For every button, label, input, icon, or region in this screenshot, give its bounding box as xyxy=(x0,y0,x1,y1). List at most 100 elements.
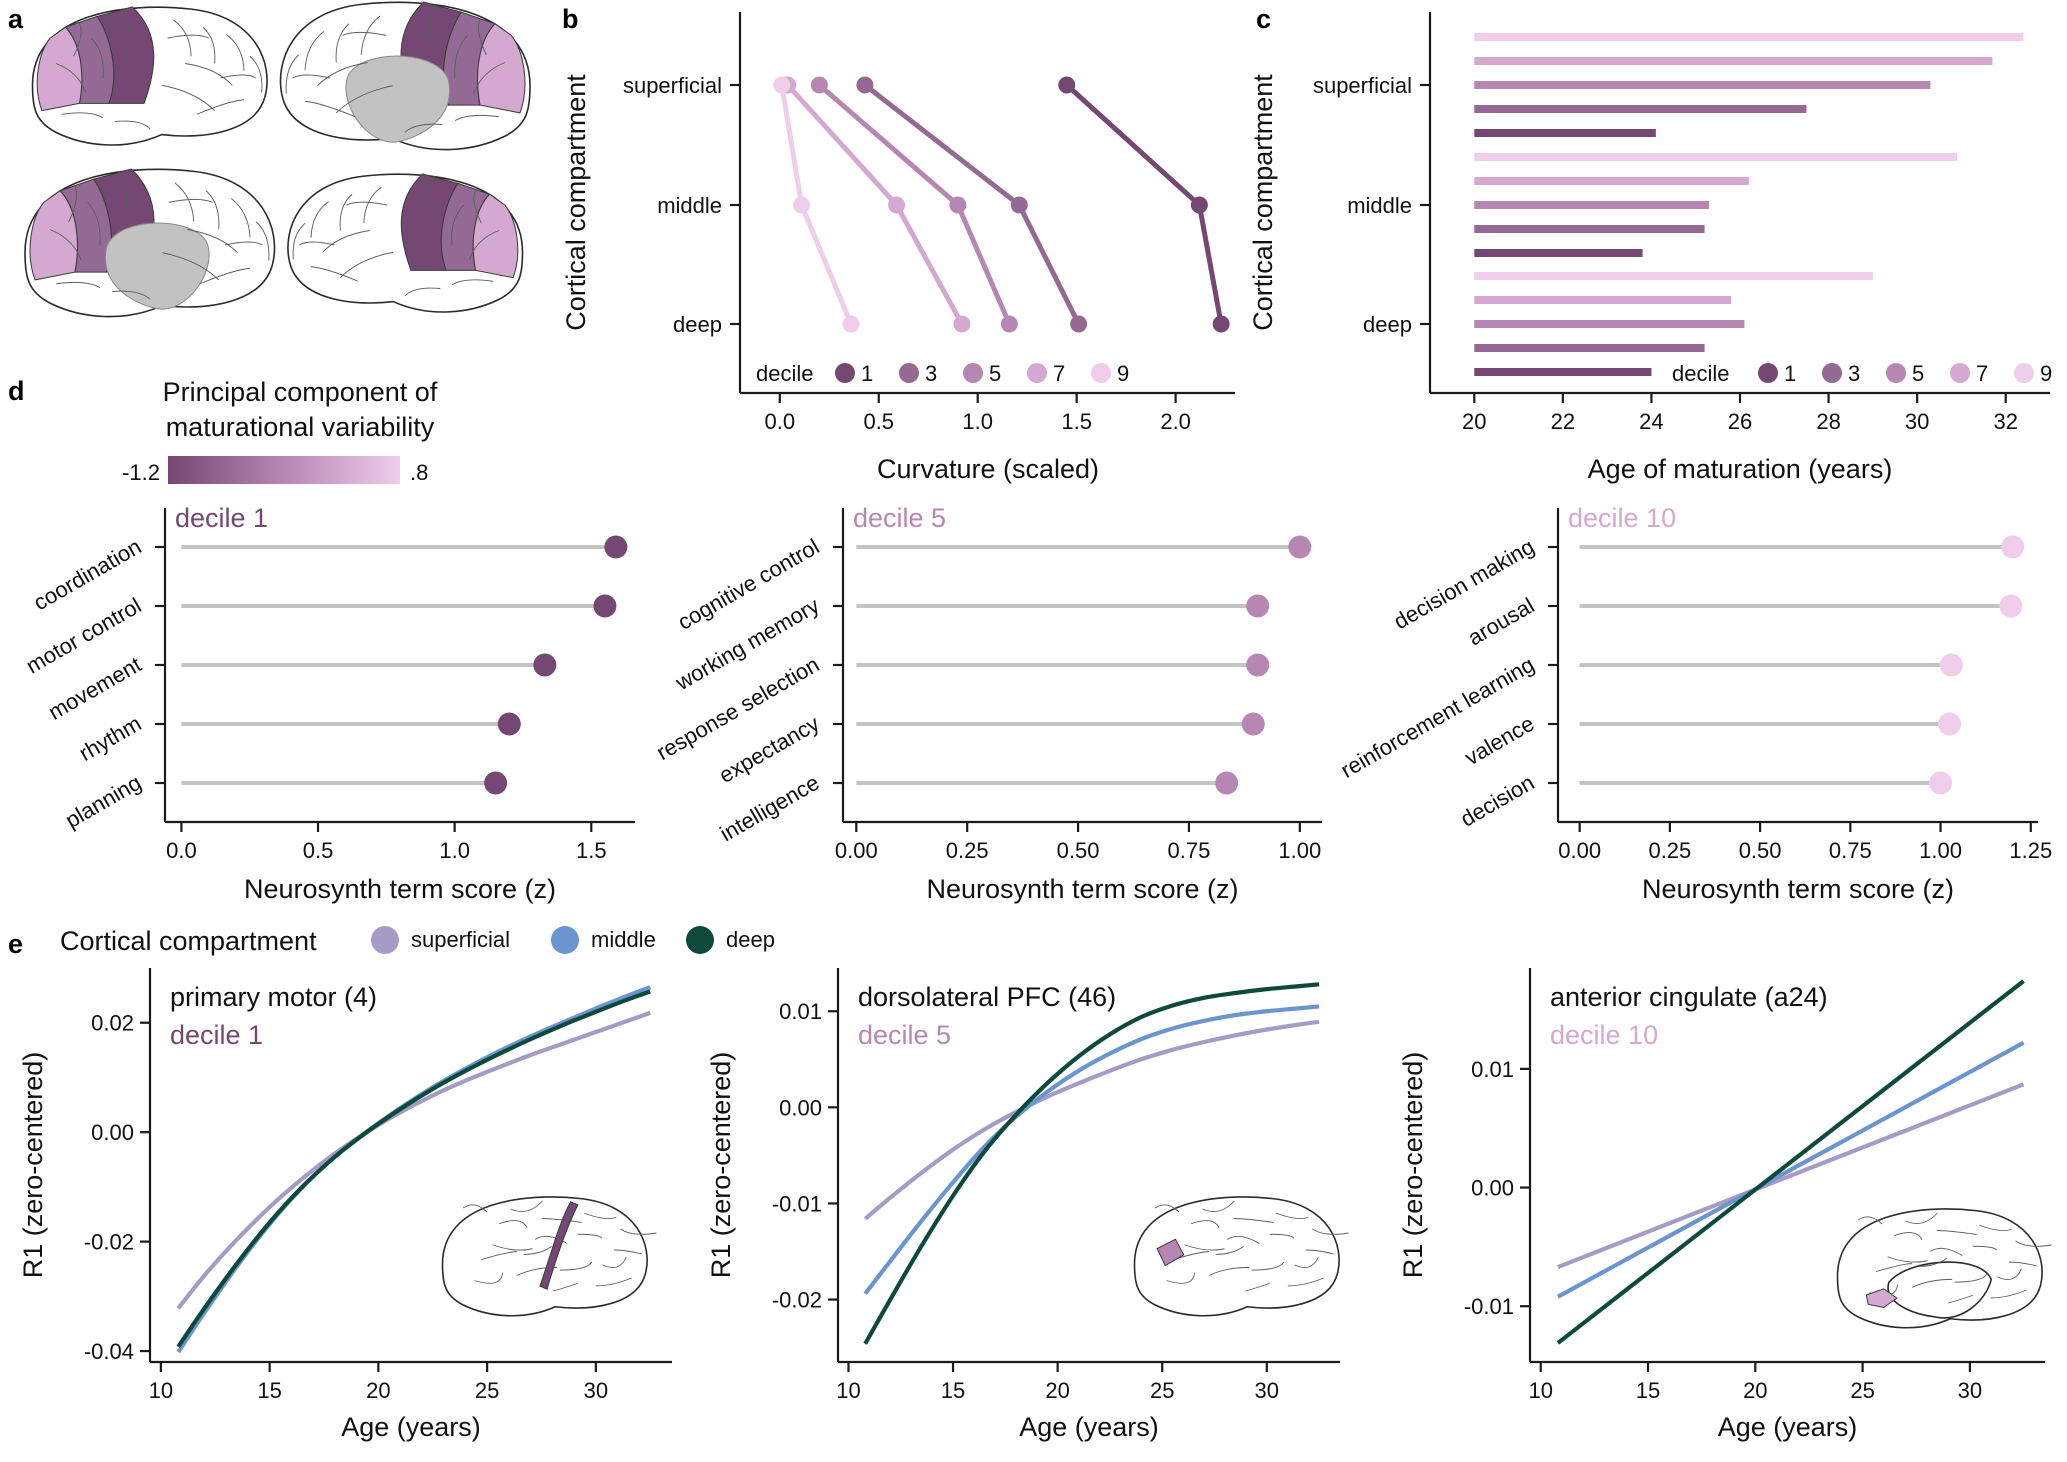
colorbar-title-line2: maturational variability xyxy=(166,412,435,442)
brain-parcel-border xyxy=(454,35,468,79)
brain-parcel-border xyxy=(285,54,300,94)
legend-marker-decile-9 xyxy=(1091,363,1111,383)
brain-parcel-border xyxy=(428,4,437,48)
bar-decile-7 xyxy=(1474,296,1732,304)
brain-parcel-border xyxy=(292,74,331,79)
colorbar xyxy=(168,456,400,484)
chart-d1: 0.0 0.5 1.0 1.5 Neurosynth term score (z) dec… xyxy=(22,503,635,904)
brain-parcel-border xyxy=(310,266,359,282)
data-point-decile-1 xyxy=(1212,315,1230,333)
inset-parcel-border xyxy=(2008,1261,2037,1267)
inset-parcel-border xyxy=(1287,1277,1325,1287)
x-axis-label: Neurosynth term score (z) xyxy=(926,874,1238,904)
chart-title: anterior cingulate (a24) xyxy=(1550,982,1828,1012)
term-label: decision xyxy=(1456,770,1538,832)
legend-label-decile-3: 3 xyxy=(1848,361,1860,386)
x-tick-label: 25 xyxy=(1150,1378,1174,1403)
lollipop-dot xyxy=(593,594,617,618)
lollipop-dot xyxy=(1288,535,1312,559)
term-label: planning xyxy=(61,770,146,833)
lollipop-dot xyxy=(1939,653,1963,677)
inset-parcel-border xyxy=(602,1256,627,1268)
data-point-decile-7 xyxy=(953,315,971,333)
chart-d5: 0.00 0.25 0.50 0.75 1.00 Neurosynth term scor… xyxy=(652,503,1322,904)
y-axis-label: Cortical compartment xyxy=(1248,74,1278,331)
legend-label-decile-3: 3 xyxy=(925,361,937,386)
brain-parcel-border xyxy=(167,34,209,39)
curve-middle xyxy=(1556,1040,2025,1299)
y-tick-label: 0.01 xyxy=(1471,1057,1514,1082)
inset-parcel-border xyxy=(553,1282,578,1292)
inset-parcel-border xyxy=(1893,1232,1923,1240)
legend-marker-decile-3 xyxy=(1822,363,1842,383)
legend-marker-decile-5 xyxy=(1886,363,1906,383)
y-tick-label: -0.02 xyxy=(84,1230,134,1255)
brain-parcel-border xyxy=(249,55,263,93)
legend-marker-superficial xyxy=(371,926,399,954)
x-tick-label: 15 xyxy=(1636,1378,1660,1403)
inset-parcel-border xyxy=(1948,1294,1973,1304)
brain-parcel-border xyxy=(317,62,368,87)
inset-parcel-border xyxy=(577,1233,603,1239)
y-tick-label: -0.02 xyxy=(772,1288,822,1313)
brain-parcel-border xyxy=(205,190,220,230)
brain-parcel-border xyxy=(304,31,325,71)
x-tick-label: 0.25 xyxy=(946,838,989,863)
plots: superficial middle deep 0.0 0.5 1.0 1.5 2.0 Curv… xyxy=(18,12,2052,1442)
brain-parcel-border xyxy=(451,279,494,286)
y-tick-label: 0.00 xyxy=(91,1120,134,1145)
legend-label-decile-5: 5 xyxy=(989,361,1001,386)
brain-region-decile-7 xyxy=(29,190,78,281)
chart-subtitle: decile 1 xyxy=(170,1020,263,1050)
data-point-decile-5 xyxy=(1000,315,1018,333)
inset-parcel-border xyxy=(1245,1282,1270,1292)
term-label: arousal xyxy=(1464,593,1539,651)
inset-parcel-border xyxy=(1294,1256,1319,1268)
term-label: reinforcement learning xyxy=(1336,652,1538,783)
legend-e: Cortical compartment superficial middle dee… xyxy=(60,926,775,956)
inset-parcel-border xyxy=(1305,1249,1334,1255)
lollipop-dot xyxy=(1999,594,2023,618)
legend-label-deep: deep xyxy=(726,927,775,952)
data-point-decile-3 xyxy=(856,76,874,94)
brain-parcel-border xyxy=(55,63,86,93)
curve-deep xyxy=(1556,979,2025,1345)
x-tick-label: 0.00 xyxy=(1558,838,1601,863)
brain-parcel-border xyxy=(469,230,500,260)
brain-parcel-border xyxy=(346,201,388,206)
brain-parcel-border xyxy=(426,175,435,217)
inset-medial-wall xyxy=(1887,1261,1993,1319)
chart-d10: 0.00 0.25 0.50 0.75 1.00 1.25 Neurosynth term … xyxy=(1336,503,2052,904)
brain-parcel-border xyxy=(451,204,465,246)
brain-parcel-border xyxy=(90,37,104,79)
legend-marker-decile-7 xyxy=(1027,363,1047,383)
lollipop-dot xyxy=(1929,771,1953,795)
brain-region-decile-7 xyxy=(472,193,519,279)
inset-parcel-border xyxy=(541,1218,582,1223)
term-label: rhythm xyxy=(75,711,146,766)
brain-parcel-border xyxy=(299,241,335,246)
y-tick-label: -0.01 xyxy=(1464,1294,1514,1319)
brain-parcel-border xyxy=(473,62,506,94)
inset-parcel-border xyxy=(523,1246,552,1255)
inset-parcel-border xyxy=(1184,1244,1225,1251)
bar-decile-3 xyxy=(1474,344,1705,352)
bar-decile-3 xyxy=(1474,105,1807,113)
curve-superficial xyxy=(1557,1082,2025,1270)
x-tick-label: 0.50 xyxy=(1057,838,1100,863)
y-tick-label: middle xyxy=(1347,193,1412,218)
data-point-decile-9 xyxy=(842,315,860,333)
brain-region-decile-7 xyxy=(477,23,526,114)
y-tick-label: deep xyxy=(673,312,722,337)
chart-title: decile 1 xyxy=(175,503,268,533)
bar-decile-5 xyxy=(1474,201,1709,209)
x-tick-label: 30 xyxy=(584,1378,608,1403)
inset-highlighted-region xyxy=(1865,1288,1898,1309)
brain-left-medial xyxy=(24,168,276,318)
brain-parcel-border xyxy=(340,251,394,278)
inset-highlighted-region xyxy=(1156,1238,1185,1267)
inset-parcel-border xyxy=(1190,1220,1220,1228)
panel-letter-e: e xyxy=(8,929,23,959)
x-tick-label: 20 xyxy=(1045,1378,1069,1403)
brain-parcel-border xyxy=(161,84,215,111)
